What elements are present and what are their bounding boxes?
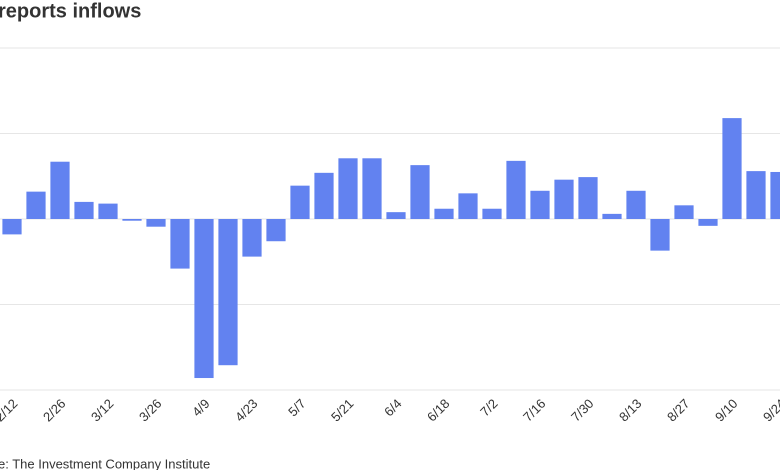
bar [146,219,166,227]
bar [74,201,94,219]
bar [170,219,190,269]
x-tick-label: 3/26 [136,396,165,425]
bar [506,160,526,219]
x-tick-label: 7/2 [477,396,500,419]
bar [242,219,262,257]
bar [746,171,766,219]
bar [602,213,622,219]
x-tick-label: 4/23 [232,396,261,425]
bar [362,158,382,219]
bar [554,179,574,219]
bar [194,219,214,379]
bar [386,212,406,219]
bar [26,191,46,219]
x-tick-label: 9/10 [712,396,741,425]
bar [122,219,142,221]
x-tick-label: 5/7 [285,396,308,419]
bar [530,190,550,219]
x-tick-label: 7/16 [520,396,549,425]
chart-title: reports inflows [0,0,141,22]
bar [482,208,502,219]
bar [338,158,358,219]
x-tick-label: 5/21 [328,396,357,425]
bar [410,165,430,219]
x-tick-label: 3/12 [88,396,117,425]
bar [314,172,334,219]
bar [266,219,286,242]
bar [626,190,646,219]
x-tick-label: 8/13 [616,396,645,425]
bar [770,171,780,219]
bar [50,161,70,219]
bar [674,205,694,219]
x-tick-label: 2/12 [0,396,21,425]
bar [650,219,670,251]
x-tick-label: 9/24 [760,396,780,425]
x-tick-label: 7/30 [568,396,597,425]
x-tick-label: 4/9 [189,396,212,419]
x-tick-label: 6/4 [381,396,404,419]
bar [434,208,454,219]
bar [578,177,598,219]
bar [722,118,742,219]
bar [2,219,22,235]
bar [98,203,118,219]
source: e: The Investment Company Institute [0,456,210,470]
bar [290,185,310,219]
bar [458,193,478,219]
x-tick-label: 8/27 [664,396,693,425]
x-tick-label: 2/26 [40,396,69,425]
x-tick-label: 6/18 [424,396,453,425]
bar [698,219,718,226]
bar [218,219,238,366]
